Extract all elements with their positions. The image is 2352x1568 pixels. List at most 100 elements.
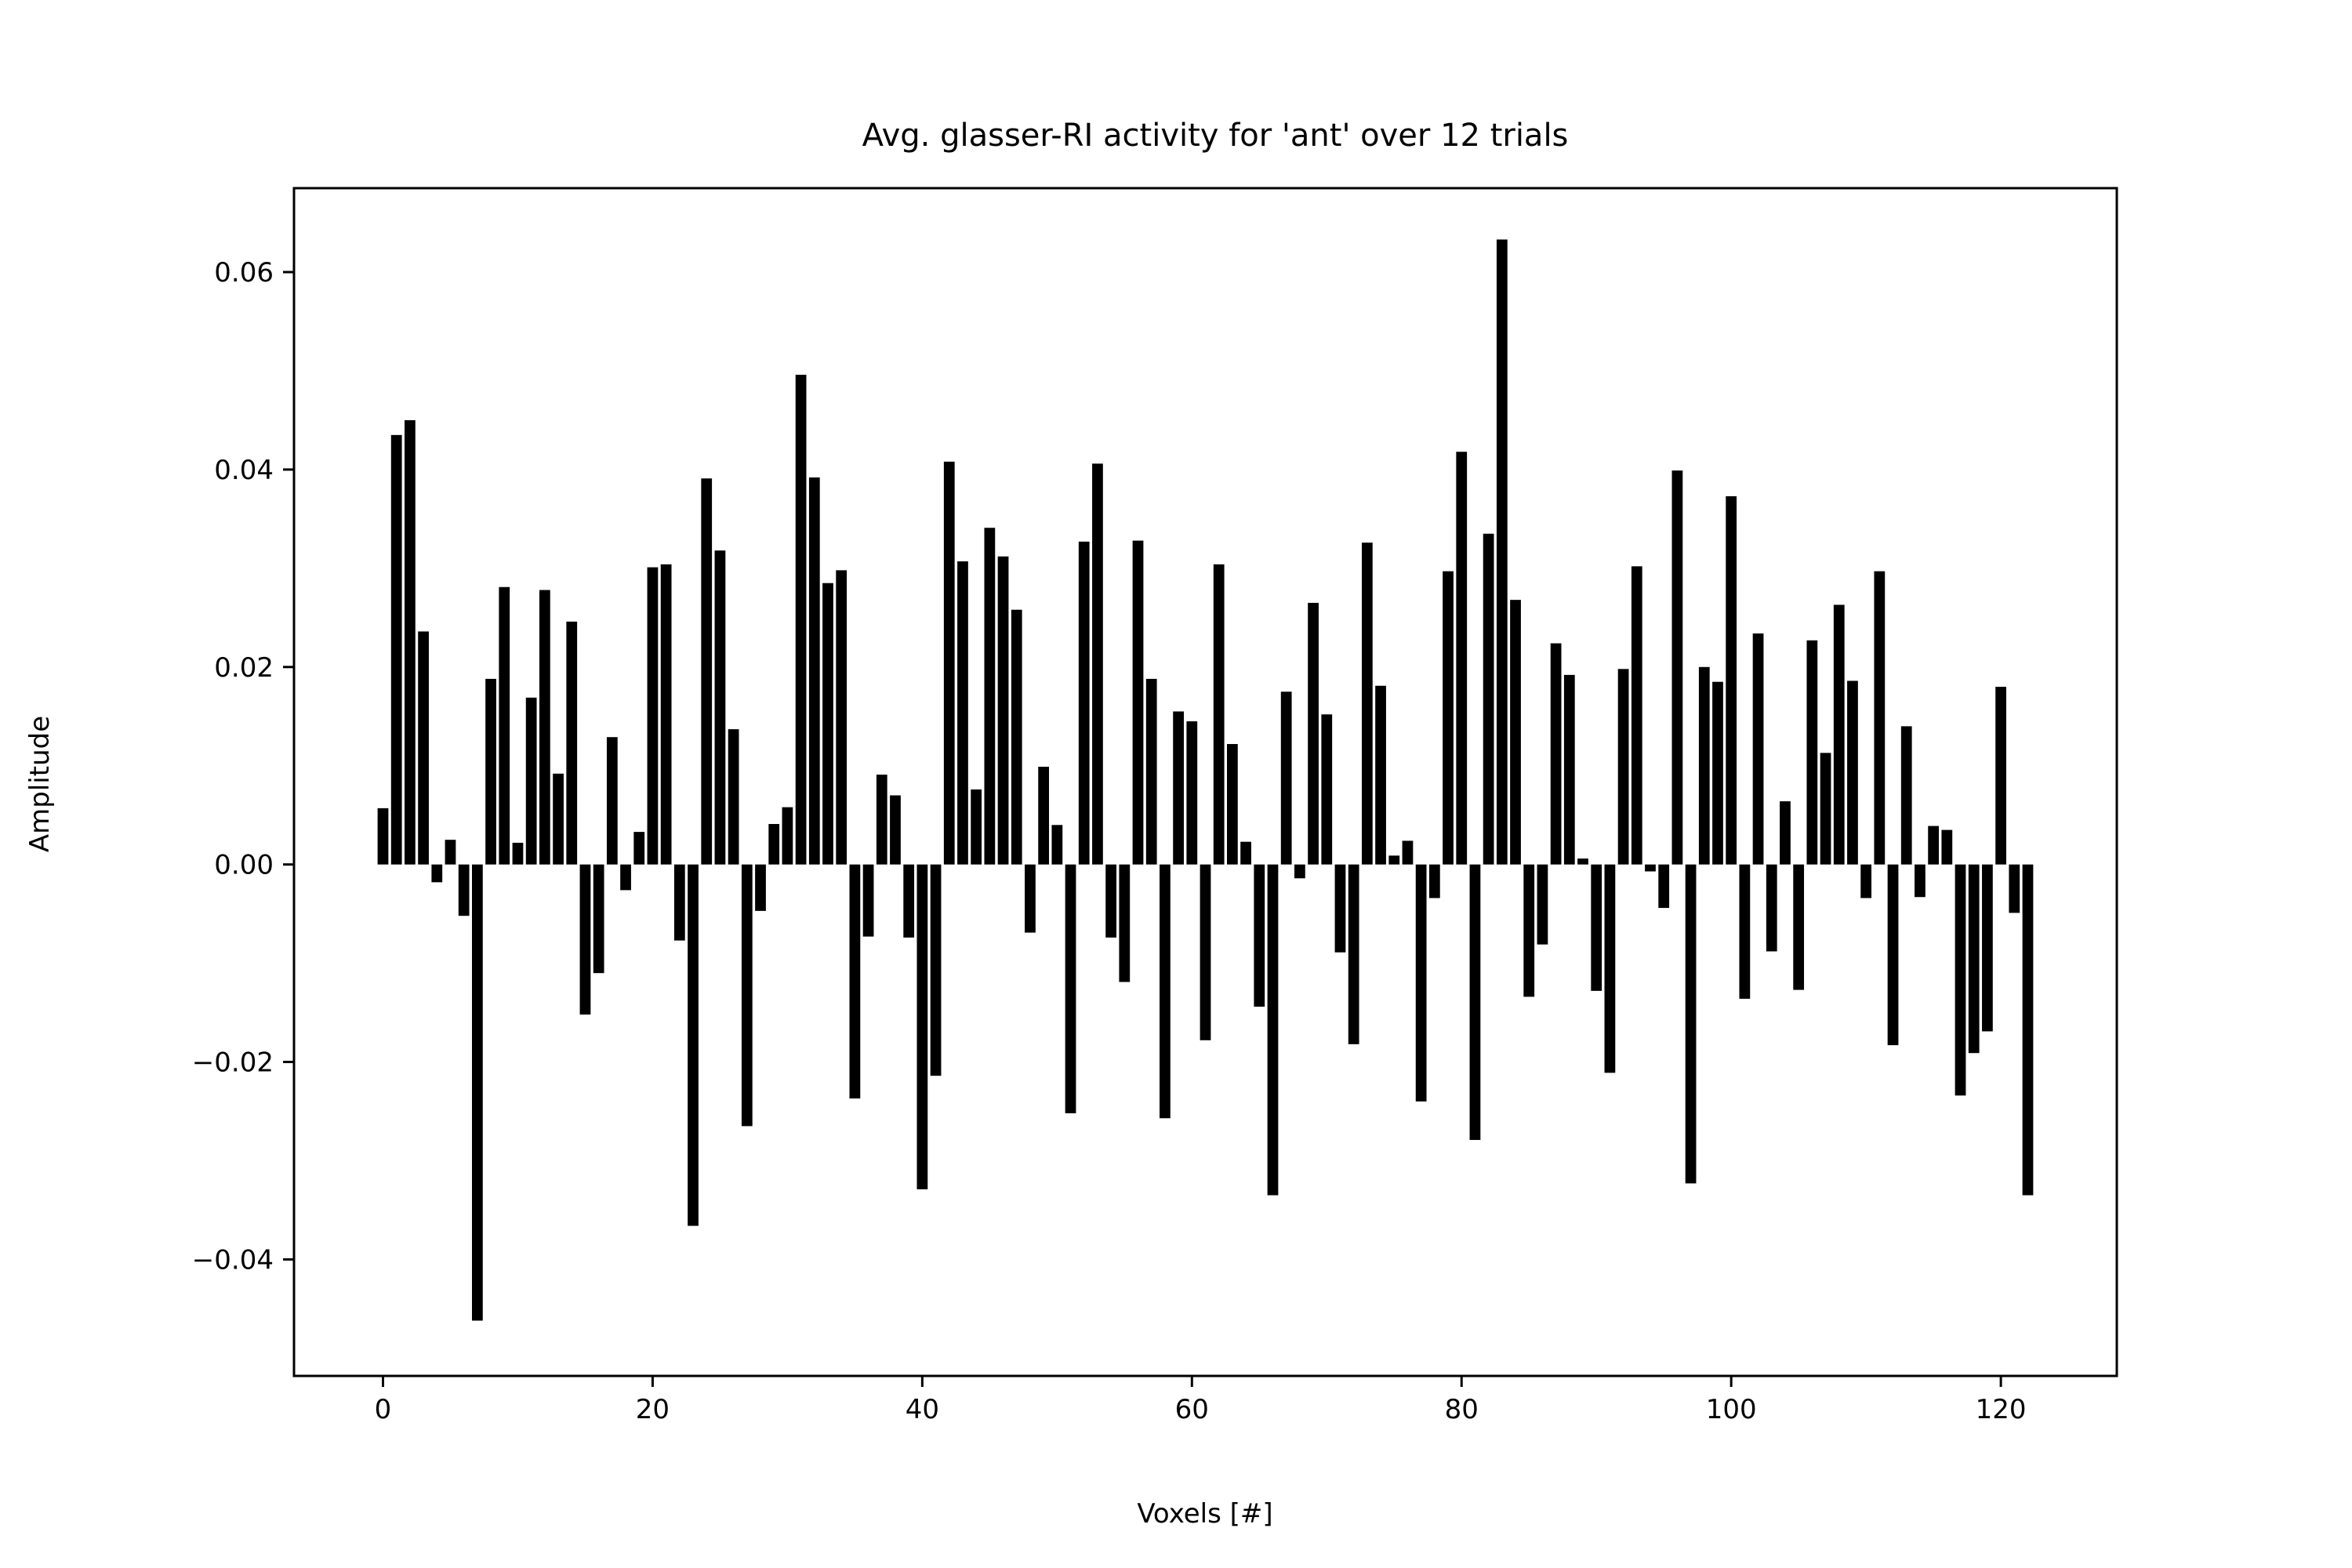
bar — [1739, 864, 1751, 999]
bar — [418, 631, 429, 865]
bar — [1793, 864, 1805, 990]
bar — [916, 864, 928, 1189]
bar — [1132, 540, 1144, 865]
bar — [1995, 686, 2006, 865]
bar — [836, 570, 848, 865]
bar — [1604, 864, 1616, 1073]
x-tick-label: 0 — [375, 1394, 392, 1425]
bar — [1833, 604, 1845, 865]
bar — [1213, 564, 1225, 865]
bar — [1119, 864, 1131, 982]
bar — [1631, 566, 1642, 865]
bar — [1806, 640, 1818, 865]
x-tick-label: 120 — [1976, 1394, 2027, 1425]
bar — [1941, 829, 1953, 865]
bar — [1645, 864, 1656, 872]
bar — [849, 864, 861, 1099]
bar — [1496, 239, 1508, 865]
bar — [1685, 864, 1697, 1184]
bar — [741, 864, 753, 1127]
bar — [903, 864, 915, 938]
bar — [458, 864, 470, 916]
bar — [1726, 495, 1737, 865]
bar — [997, 556, 1009, 865]
bar — [1968, 864, 1980, 1054]
bar — [1415, 864, 1427, 1102]
bar — [1160, 864, 1171, 1119]
bar — [1955, 864, 1966, 1096]
bar — [1105, 864, 1116, 938]
bar — [943, 461, 955, 865]
y-tick-label: 0.06 — [214, 257, 274, 289]
bar — [390, 434, 402, 865]
bar — [405, 419, 416, 865]
bar — [1874, 571, 1886, 865]
x-tick-label: 60 — [1175, 1394, 1209, 1425]
bar — [1038, 766, 1050, 865]
bar — [1577, 858, 1588, 865]
bar — [1428, 864, 1440, 898]
bar — [2022, 864, 2034, 1196]
bar — [714, 550, 726, 865]
bar — [808, 477, 820, 865]
bar — [1510, 600, 1521, 865]
bar — [499, 586, 510, 865]
bar — [1011, 609, 1022, 865]
bar — [1065, 864, 1076, 1114]
bar — [701, 478, 713, 865]
bar — [890, 795, 901, 865]
bar — [647, 567, 659, 865]
bar — [1820, 753, 1831, 865]
bar — [1186, 721, 1198, 865]
bar — [1617, 669, 1629, 865]
bar — [1443, 571, 1454, 865]
bar — [971, 789, 982, 865]
bar — [1267, 864, 1279, 1196]
bar — [1200, 864, 1211, 1040]
y-tick-label: 0.00 — [214, 850, 274, 881]
bar — [1321, 714, 1333, 865]
bar — [1375, 685, 1386, 865]
bar — [1361, 543, 1373, 865]
bar — [795, 375, 807, 865]
bar — [768, 824, 780, 865]
bar — [1334, 864, 1346, 953]
bar — [1766, 864, 1777, 952]
bar — [1847, 681, 1858, 865]
bar — [620, 864, 631, 891]
bar — [1025, 864, 1036, 933]
bar — [1402, 840, 1414, 865]
bar — [2009, 864, 2020, 913]
bar — [1227, 744, 1238, 865]
bar — [1780, 801, 1791, 865]
chart-title: Avg. glasser-RI activity for 'ant' over … — [862, 118, 1569, 154]
bar — [1915, 864, 1926, 898]
bar — [579, 864, 591, 1015]
bar — [1550, 643, 1562, 865]
bar — [1051, 825, 1063, 865]
bar — [1145, 678, 1157, 865]
x-axis-ticks: 0 20 40 60 80 100 120 — [375, 1376, 2027, 1425]
y-tick-label: 0.02 — [214, 652, 274, 684]
bar — [822, 583, 833, 865]
bar — [1537, 864, 1548, 945]
bar — [1752, 633, 1764, 865]
bar — [633, 832, 645, 865]
bar — [1900, 726, 1912, 865]
bar — [1294, 864, 1305, 879]
bar — [1591, 864, 1602, 991]
bar — [1671, 470, 1683, 865]
bar — [566, 621, 578, 865]
y-tick-label: −0.04 — [192, 1244, 274, 1276]
bar — [876, 775, 887, 865]
bar — [1388, 855, 1400, 865]
bar — [1928, 826, 1940, 865]
bar — [1348, 864, 1359, 1044]
bar — [1698, 666, 1710, 865]
y-tick-label: 0.04 — [214, 455, 274, 486]
bar — [1712, 681, 1723, 865]
bar — [688, 864, 699, 1226]
bar — [1982, 864, 1993, 1032]
bar — [445, 840, 456, 865]
bar — [1280, 691, 1292, 865]
